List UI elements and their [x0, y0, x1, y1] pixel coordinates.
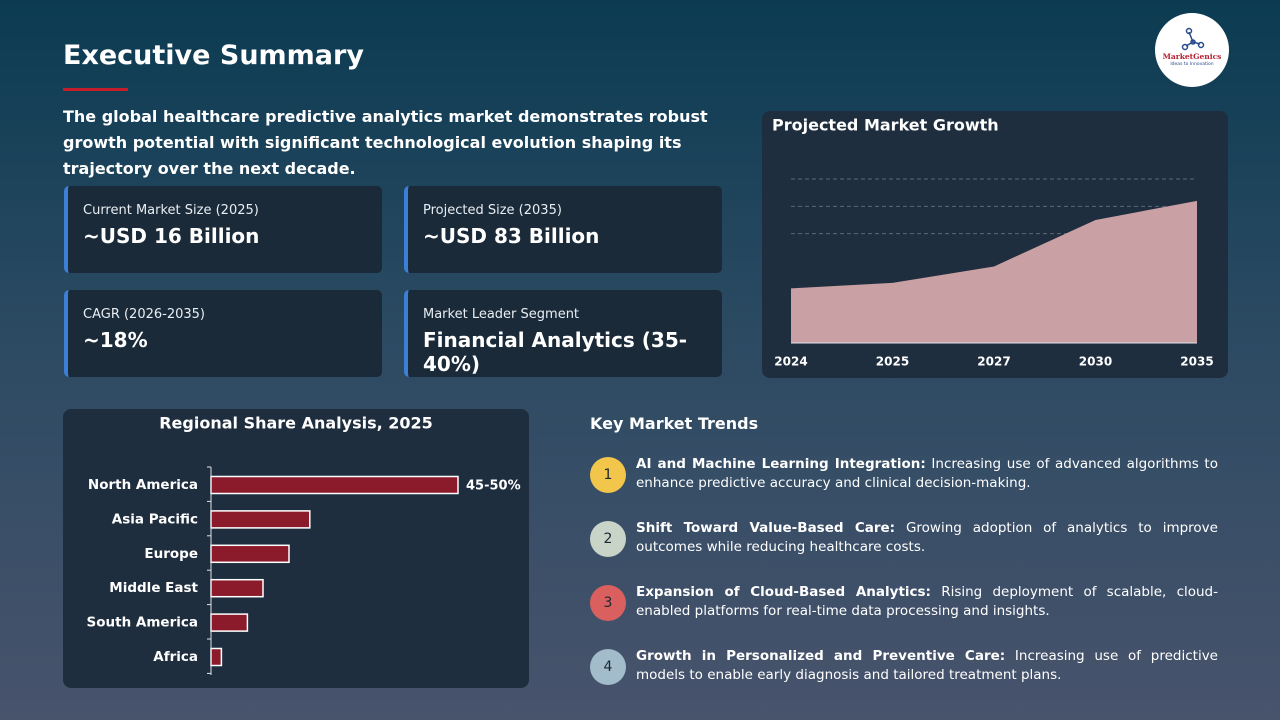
kpi-card: Market Leader Segment Financial Analytics…	[404, 290, 722, 377]
trend-heading: AI and Machine Learning Integration:	[636, 456, 926, 472]
bar	[210, 613, 249, 632]
x-tick-label: 2030	[1079, 355, 1112, 369]
y-tick-label: Europe	[144, 546, 198, 562]
regional-panel	[63, 409, 529, 688]
x-tick-label: 2024	[774, 355, 807, 369]
kpi-label: CAGR (2026-2035)	[83, 307, 205, 322]
trend-description: Rising deployment of scalable, cloud-ena…	[636, 584, 1218, 619]
kpi-card: Projected Size (2035) ~USD 83 Billion	[404, 186, 722, 273]
kpi-value: Financial Analytics (35-40%)	[423, 328, 688, 376]
x-tick-label: 2035	[1180, 355, 1213, 369]
kpi-card: CAGR (2026-2035) ~18%	[64, 290, 382, 377]
trend-number: 3	[590, 585, 626, 621]
trend-description: Growing adoption of analytics to improve…	[636, 520, 1218, 555]
title: Executive Summary	[63, 40, 364, 71]
kpi-label: Projected Size (2035)	[423, 203, 562, 218]
y-tick-label: North America	[88, 477, 198, 493]
x-tick-label: 2025	[876, 355, 909, 369]
value-label: 45-50%	[466, 479, 521, 494]
trend-text: Shift Toward Value-Based Care: Growing a…	[636, 519, 1218, 557]
trend-text: Expansion of Cloud-Based Analytics: Risi…	[636, 583, 1218, 621]
trend-heading: Expansion of Cloud-Based Analytics:	[636, 584, 931, 600]
intro-text: The global healthcare predictive analyti…	[63, 107, 708, 178]
bar	[210, 578, 264, 598]
trend-number: 4	[590, 649, 626, 685]
trend-number: 1	[590, 457, 626, 493]
kpi-value: ~USD 16 Billion	[83, 224, 260, 248]
y-tick-label: South America	[87, 615, 198, 631]
trend-description: Increasing use of advanced algorithms to…	[636, 456, 1218, 491]
logo-name: MarketGenics	[1162, 52, 1222, 61]
trend-number: 2	[590, 521, 626, 557]
y-tick-label: Asia Pacific	[112, 511, 198, 527]
chart-title: Regional Share Analysis, 2025	[159, 414, 433, 433]
trend-item: 4 Growth in Personalized and Preventive C…	[590, 647, 1218, 697]
logo-icon	[1181, 27, 1205, 51]
trend-item: 1 AI and Machine Learning Integration: In…	[590, 455, 1218, 505]
kpi-label: Market Leader Segment	[423, 307, 580, 322]
y-tick-label: Middle East	[109, 580, 198, 596]
bar	[210, 544, 290, 564]
title-underline	[63, 88, 128, 91]
kpi-value: ~USD 83 Billion	[423, 224, 600, 248]
chart-title: Projected Market Growth	[772, 116, 999, 135]
kpi-label: Current Market Size (2025)	[83, 203, 259, 218]
trend-text: AI and Machine Learning Integration: Inc…	[636, 455, 1218, 493]
kpi-value: ~18%	[83, 328, 148, 352]
trend-heading: Shift Toward Value-Based Care:	[636, 520, 896, 536]
trend-text: Growth in Personalized and Preventive Ca…	[636, 647, 1218, 685]
bar	[210, 647, 223, 667]
kpi-card: Current Market Size (2025) ~USD 16 Billio…	[64, 186, 382, 273]
bar	[210, 475, 459, 495]
area	[791, 200, 1197, 343]
y-tick-label: Africa	[153, 649, 198, 665]
logo-tagline: Ideas to Innovation	[1170, 62, 1214, 67]
trend-description: Increasing use of predictive models to e…	[636, 648, 1218, 683]
trend-heading: Growth in Personalized and Preventive Ca…	[636, 648, 1006, 664]
trends-title: Key Market Trends	[590, 414, 759, 433]
bar	[210, 510, 311, 529]
trend-item: 3 Expansion of Cloud-Based Analytics: Ris…	[590, 583, 1218, 633]
trend-item: 2 Shift Toward Value-Based Care: Growing …	[590, 519, 1218, 569]
logo: MarketGenics Ideas to Innovation	[1155, 13, 1229, 87]
x-tick-label: 2027	[977, 355, 1010, 369]
